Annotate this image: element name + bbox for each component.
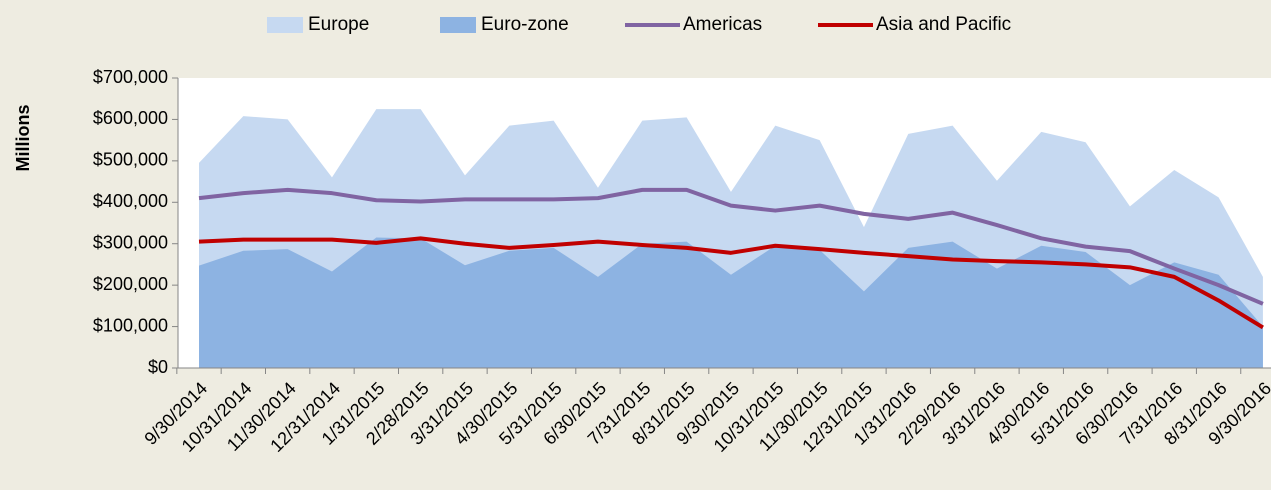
- y-tick-label: $600,000: [93, 108, 168, 128]
- y-tick-label: $100,000: [93, 315, 168, 335]
- y-tick-label: $400,000: [93, 191, 168, 211]
- y-tick-label: $0: [148, 357, 168, 377]
- area: [199, 237, 1263, 368]
- legend-label: Euro-zone: [481, 14, 569, 35]
- legend-label: Asia and Pacific: [876, 14, 1011, 35]
- legend-label: Europe: [308, 14, 369, 35]
- y-tick-label: $200,000: [93, 274, 168, 294]
- legend-label: Americas: [683, 14, 762, 35]
- line: [198, 187, 1264, 306]
- y-axis-label: Millions: [13, 105, 33, 172]
- line: [198, 236, 1264, 330]
- y-tick-label: $700,000: [93, 67, 168, 87]
- y-tick-label: $500,000: [93, 150, 168, 170]
- legend-swatch: [267, 17, 303, 33]
- legend-swatch: [440, 17, 476, 33]
- y-tick-label: $300,000: [93, 232, 168, 252]
